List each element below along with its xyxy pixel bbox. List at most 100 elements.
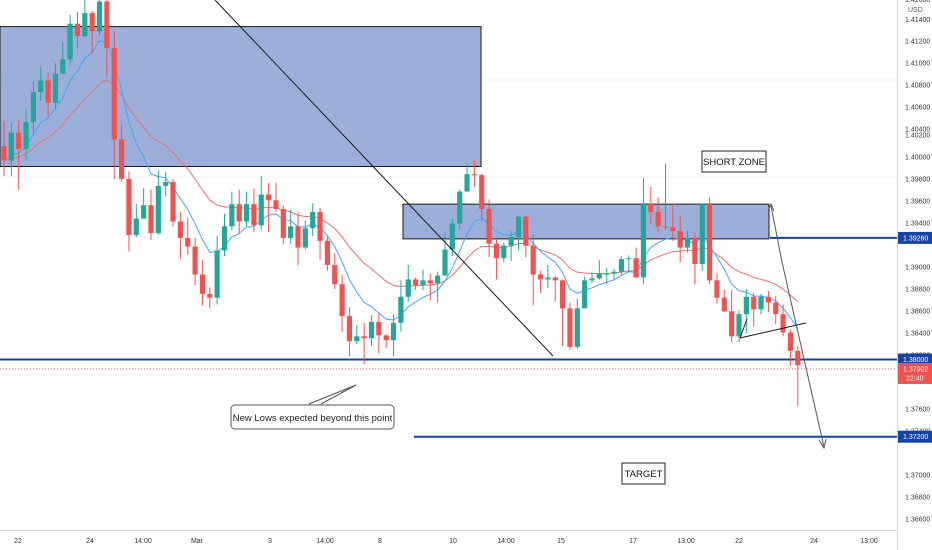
candle-body[interactable] xyxy=(640,204,647,278)
candle-body[interactable] xyxy=(354,336,360,342)
candle-body[interactable] xyxy=(332,264,338,285)
candle-body[interactable] xyxy=(280,208,286,238)
candle-body[interactable] xyxy=(251,204,257,226)
candle-body[interactable] xyxy=(449,223,455,250)
descending-trend-line[interactable] xyxy=(214,0,554,357)
candle-body[interactable] xyxy=(457,191,463,224)
candle-body[interactable] xyxy=(295,226,301,248)
candle-body[interactable] xyxy=(1,146,7,161)
candle-body[interactable] xyxy=(552,277,558,281)
candle-body[interactable] xyxy=(633,258,639,278)
candle-body[interactable] xyxy=(398,296,404,323)
flag-trend-line[interactable] xyxy=(739,322,807,339)
candle-body[interactable] xyxy=(74,23,81,37)
candle-body[interactable] xyxy=(501,245,507,259)
candle-body[interactable] xyxy=(346,316,353,342)
candle-body[interactable] xyxy=(96,1,103,32)
new-lows-callout-box[interactable] xyxy=(230,404,395,430)
candle-body[interactable] xyxy=(714,280,720,298)
candles[interactable] xyxy=(1,0,801,406)
candle-body[interactable] xyxy=(765,296,771,303)
candle-body[interactable] xyxy=(119,139,125,180)
candle-body[interactable] xyxy=(530,245,536,275)
candle-body[interactable] xyxy=(758,296,764,310)
candle-body[interactable] xyxy=(523,216,529,246)
candle-body[interactable] xyxy=(273,200,279,209)
target-label-box[interactable] xyxy=(621,462,666,485)
candle-body[interactable] xyxy=(442,249,448,276)
candle-body[interactable] xyxy=(420,280,426,286)
candle-body[interactable] xyxy=(243,204,250,222)
candle-body[interactable] xyxy=(302,228,308,248)
candle-body[interactable] xyxy=(258,194,264,226)
candle-body[interactable] xyxy=(339,284,345,317)
candle-body[interactable] xyxy=(317,211,323,241)
candle-body[interactable] xyxy=(82,13,88,37)
candle-body[interactable] xyxy=(221,226,228,251)
candle-body[interactable] xyxy=(170,181,176,222)
candle-body[interactable] xyxy=(207,293,213,298)
candle-body[interactable] xyxy=(133,218,139,236)
candle-body[interactable] xyxy=(141,205,147,219)
candle-body[interactable] xyxy=(67,23,73,60)
candle-body[interactable] xyxy=(8,132,14,161)
candle-body[interactable] xyxy=(310,211,316,229)
short-zone-label-box[interactable] xyxy=(701,150,767,173)
candle-body[interactable] xyxy=(626,258,632,260)
candle-body[interactable] xyxy=(611,271,617,274)
flag-upper-line[interactable] xyxy=(739,318,748,339)
candle-body[interactable] xyxy=(736,314,742,337)
candle-body[interactable] xyxy=(780,314,786,333)
candle-body[interactable] xyxy=(670,227,676,232)
candle-body[interactable] xyxy=(692,237,698,264)
candle-body[interactable] xyxy=(486,208,492,244)
candle-body[interactable] xyxy=(236,204,242,222)
candle-body[interactable] xyxy=(751,296,757,310)
candle-body[interactable] xyxy=(515,216,522,237)
candle-body[interactable] xyxy=(773,302,779,315)
candle-body[interactable] xyxy=(493,243,500,259)
candle-body[interactable] xyxy=(655,211,661,227)
candle-body[interactable] xyxy=(16,132,22,150)
candle-body[interactable] xyxy=(111,47,117,140)
candle-body[interactable] xyxy=(45,80,51,103)
candle-body[interactable] xyxy=(479,175,485,209)
candle-body[interactable] xyxy=(743,296,749,315)
candle-body[interactable] xyxy=(266,194,272,201)
candle-body[interactable] xyxy=(787,332,794,351)
candle-body[interactable] xyxy=(60,59,66,74)
candle-body[interactable] xyxy=(390,322,397,341)
candle-body[interactable] xyxy=(288,226,294,238)
candle-body[interactable] xyxy=(662,226,669,228)
candle-body[interactable] xyxy=(618,259,624,272)
candle-body[interactable] xyxy=(721,297,727,312)
candle-body[interactable] xyxy=(163,181,169,186)
candle-body[interactable] xyxy=(177,221,183,238)
candle-body[interactable] xyxy=(545,277,551,280)
time-axis[interactable]: 22 24 14:00 Mar 3 14:00 8 10 14:00 15 17 13:00 22 24 1… xyxy=(0,530,897,550)
candle-body[interactable] xyxy=(89,13,95,32)
candle-body[interactable] xyxy=(30,92,36,123)
candle-body[interactable] xyxy=(560,280,566,309)
candle-body[interactable] xyxy=(464,174,470,192)
candle-body[interactable] xyxy=(729,311,735,337)
candle-body[interactable] xyxy=(148,205,154,234)
candle-body[interactable] xyxy=(795,350,801,366)
candle-body[interactable] xyxy=(405,279,411,297)
candle-body[interactable] xyxy=(604,273,610,275)
candle-body[interactable] xyxy=(52,73,59,103)
candle-body[interactable] xyxy=(435,275,441,284)
candle-body[interactable] xyxy=(508,236,514,246)
candle-body[interactable] xyxy=(582,280,588,309)
candle-body[interactable] xyxy=(574,308,580,347)
candle-body[interactable] xyxy=(185,237,191,247)
candle-body[interactable] xyxy=(324,240,330,265)
candle-body[interactable] xyxy=(229,204,235,227)
candle-body[interactable] xyxy=(413,279,419,286)
price-axis[interactable]: USD 1.41600 1.41400 1.41200 1.41000 1.40800 1.… xyxy=(897,0,932,550)
candle-body[interactable] xyxy=(368,321,375,339)
candle-body[interactable] xyxy=(589,278,595,281)
candle-body[interactable] xyxy=(126,179,132,236)
candle-body[interactable] xyxy=(383,335,389,341)
candle-body[interactable] xyxy=(104,1,110,48)
